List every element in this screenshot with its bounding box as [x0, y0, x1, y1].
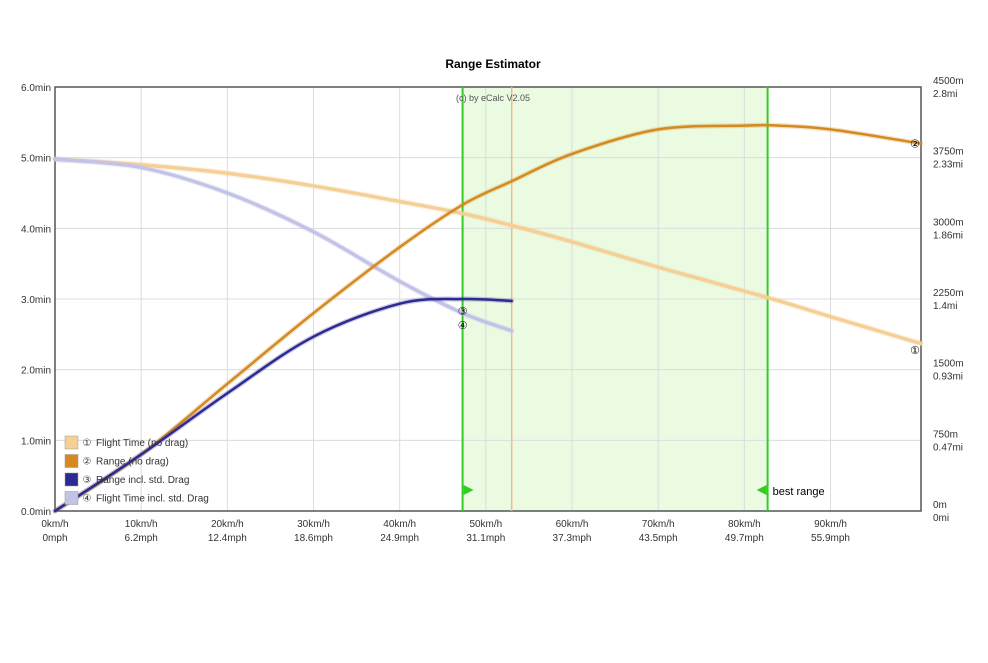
x-tick-label-mph: 18.6mph: [294, 533, 333, 544]
legend-marker: ①: [83, 438, 92, 449]
chart-title: Range Estimator: [445, 57, 541, 71]
plot-frame: [54, 86, 922, 512]
x-tick-label-mph: 37.3mph: [553, 533, 592, 544]
curve-marker-label: ④: [458, 320, 468, 332]
band-end-flag: [756, 485, 767, 495]
y-right-tick-label-mi: 2.8mi: [933, 89, 957, 100]
y-right-tick-label-m: 0m: [933, 500, 947, 511]
best-range-label: best range: [773, 486, 825, 498]
x-tick-label-kmh: 70km/h: [642, 519, 675, 530]
y-right-tick-label-m: 3000m: [933, 217, 964, 228]
series-line-1: [53, 157, 923, 346]
y-right-tick-label-mi: 2.33mi: [933, 160, 963, 171]
legend-label: Range incl. std. Drag: [96, 475, 189, 486]
series-line-2: [53, 123, 923, 513]
x-tick-label-kmh: 30km/h: [297, 519, 330, 530]
y-left-tick-label: 1.0min: [21, 436, 51, 447]
x-tick-label-mph: 31.1mph: [466, 533, 505, 544]
legend-marker: ③: [83, 475, 92, 486]
y-right-tick-label-m: 2250m: [933, 288, 964, 299]
legend-swatch: [64, 472, 79, 487]
x-tick-label-mph: 0mph: [42, 533, 67, 544]
y-right-tick-label-m: 3750m: [933, 147, 964, 158]
curve-marker-label: ③: [458, 306, 468, 318]
y-left-tick-label: 4.0min: [21, 224, 51, 235]
x-tick-label-mph: 12.4mph: [208, 533, 247, 544]
y-right-tick-label-m: 4500m: [933, 76, 964, 87]
x-tick-label-mph: 24.9mph: [380, 533, 419, 544]
x-tick-label-mph: 6.2mph: [124, 533, 157, 544]
x-tick-label-kmh: 90km/h: [814, 519, 847, 530]
y-right-tick-label-mi: 0.47mi: [933, 442, 963, 453]
x-tick-label-kmh: 60km/h: [556, 519, 589, 530]
y-left-tick-label: 2.0min: [21, 366, 51, 377]
x-tick-label-kmh: 0km/h: [41, 519, 68, 530]
credit-text: (c) by eCalc V2.05: [456, 93, 530, 103]
legend-label: Flight Time incl. std. Drag: [96, 494, 209, 505]
legend-swatch: [64, 491, 79, 505]
legend-marker: ②: [83, 457, 92, 468]
x-tick-label-kmh: 50km/h: [469, 519, 502, 530]
legend-swatch: [64, 454, 79, 468]
y-right-tick-label-m: 750m: [933, 429, 958, 440]
y-left-tick-label: 6.0min: [21, 83, 51, 94]
legend-swatch: [64, 435, 79, 450]
x-tick-label-mph: 55.9mph: [811, 533, 850, 544]
y-left-tick-label: 0.0min: [21, 507, 51, 518]
y-left-tick-label: 3.0min: [21, 295, 51, 306]
x-tick-label-mph: 49.7mph: [725, 533, 764, 544]
y-right-tick-label-mi: 0.93mi: [933, 372, 963, 383]
curve-marker-label: ①: [910, 345, 920, 357]
band-start-flag: [463, 485, 474, 495]
y-right-tick-label-m: 1500m: [933, 359, 964, 370]
legend-marker: ④: [83, 494, 92, 505]
x-tick-label-mph: 43.5mph: [639, 533, 678, 544]
x-tick-label-kmh: 20km/h: [211, 519, 244, 530]
y-right-tick-label-mi: 0mi: [933, 513, 949, 524]
curve-marker-label: ②: [910, 139, 920, 151]
legend-label: Flight Time (no drag): [96, 438, 188, 449]
y-left-tick-label: 5.0min: [21, 154, 51, 165]
legend-label: Range (no drag): [96, 457, 169, 468]
series-line-3: [53, 297, 513, 513]
y-right-tick-label-mi: 1.4mi: [933, 301, 957, 312]
x-tick-label-kmh: 80km/h: [728, 519, 761, 530]
x-tick-label-kmh: 40km/h: [383, 519, 416, 530]
x-tick-label-kmh: 10km/h: [125, 519, 158, 530]
y-right-tick-label-mi: 1.86mi: [933, 230, 963, 241]
series-line-4: [53, 157, 514, 333]
